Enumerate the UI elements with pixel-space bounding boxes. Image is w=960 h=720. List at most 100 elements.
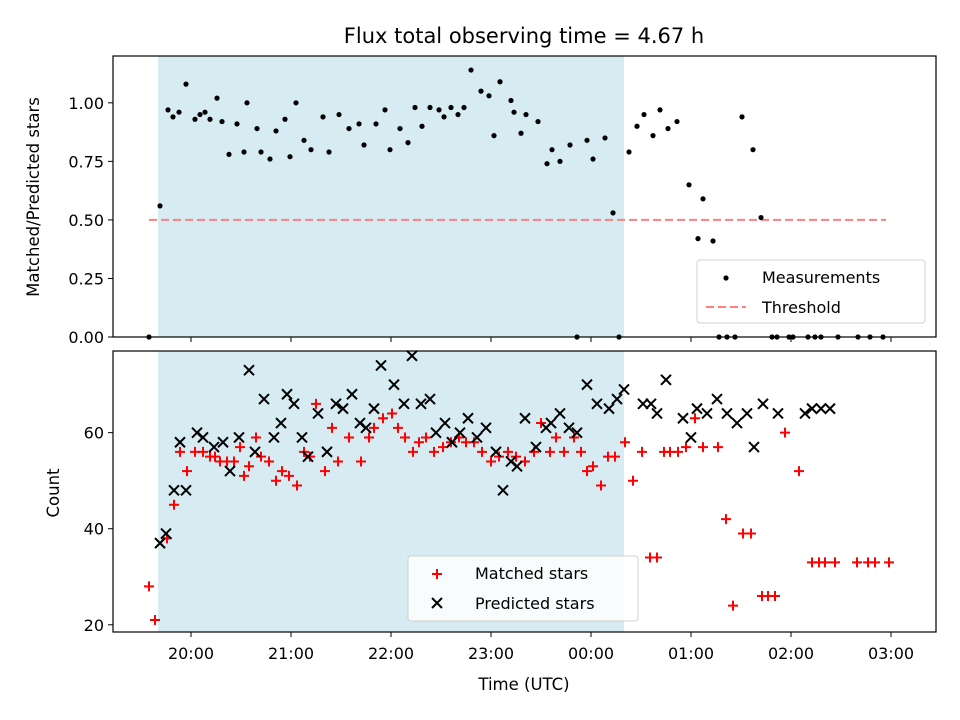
- matched-star-point: [794, 466, 804, 477]
- measurement-point: [301, 137, 307, 143]
- x-tick-label: 21:00: [268, 644, 314, 663]
- x-tick-label: 22:00: [368, 644, 414, 663]
- predicted-star-point: [197, 431, 209, 444]
- measurement-point: [610, 210, 616, 216]
- predicted-star-point: [258, 393, 270, 405]
- matched-star-point: [414, 437, 424, 448]
- measurement-point: [241, 149, 247, 155]
- measurement-point: [183, 81, 189, 87]
- matched-star-point: [852, 557, 862, 568]
- y-tick-label: 0.75: [68, 152, 104, 171]
- measurement-point: [486, 93, 492, 99]
- measurement-point: [165, 107, 171, 113]
- measurement-point: [518, 130, 524, 136]
- y-tick-label: 40: [84, 520, 104, 539]
- legend-box: [696, 259, 926, 324]
- y-tick-label: 0.25: [68, 269, 104, 288]
- bottom-ylabel: Count: [44, 468, 63, 518]
- bottom-axes: Count 20 40 60 20:00 21:00 22:00 23:00 00:00 01:…: [44, 350, 937, 663]
- predicted-star-point: [721, 407, 733, 420]
- predicted-star-point: [685, 431, 697, 444]
- predicted-star-point: [321, 446, 333, 458]
- measurement-point: [535, 118, 541, 125]
- matched-star-point: [728, 600, 738, 611]
- measurement-point: [373, 121, 379, 127]
- matched-star-point: [746, 528, 756, 539]
- measurement-point: [326, 149, 332, 155]
- matched-star-point: [698, 442, 708, 453]
- measurement-point: [287, 154, 293, 160]
- predicted-star-point: [217, 436, 229, 448]
- measurement-point: [441, 114, 447, 120]
- top-ylabel: Matched/Predicted stars: [24, 97, 43, 297]
- matched-star-point: [311, 398, 321, 409]
- measurement-point: [308, 147, 314, 153]
- measurement-point: [192, 116, 198, 122]
- predicted-star-point: [815, 402, 827, 415]
- measurement-point: [219, 118, 225, 125]
- predicted-star-point: [806, 402, 818, 415]
- y-tick-label: 20: [84, 616, 104, 635]
- measurement-point: [695, 236, 701, 242]
- matched-star-point: [429, 446, 439, 457]
- matched-star-point: [356, 456, 366, 467]
- measurement-point: [455, 111, 461, 118]
- predicted-star-point: [677, 412, 689, 424]
- predicted-star-point: [302, 450, 314, 463]
- measurement-point: [584, 137, 590, 143]
- legend-marker-predicted: [431, 597, 443, 609]
- x-tick-label: 23:00: [468, 644, 514, 663]
- matched-star-point: [576, 446, 586, 457]
- matched-star-point: [477, 446, 487, 457]
- predicted-star-point: [424, 393, 436, 405]
- top-axes: Matched/Predicted stars 0.00 0.25 0.50 0.75…: [24, 55, 937, 347]
- legend-marker-matched: [432, 569, 442, 579]
- measurement-point: [758, 214, 764, 221]
- measurement-point: [254, 125, 260, 132]
- matched-star-point: [251, 432, 261, 443]
- x-tick-label: 02:00: [768, 644, 814, 663]
- matched-star-point: [438, 442, 448, 453]
- measurement-point: [387, 147, 393, 153]
- matched-star-point: [870, 557, 880, 568]
- matched-star-point: [235, 442, 245, 453]
- matched-star-point: [713, 442, 723, 453]
- matched-star-point: [327, 422, 337, 433]
- predicted-star-point: [497, 484, 509, 497]
- y-tick-label: 60: [84, 424, 104, 443]
- matched-star-point: [681, 442, 691, 453]
- predicted-star-point: [224, 465, 236, 477]
- predicted-star-point: [346, 388, 358, 400]
- predicted-star-point: [243, 364, 255, 376]
- y-tick-label: 0.00: [68, 328, 104, 347]
- predicted-star-point: [511, 460, 523, 472]
- predicted-star-point: [154, 537, 166, 549]
- matched-star-point: [884, 557, 894, 568]
- matched-star-point: [144, 581, 154, 592]
- matched-star-point: [264, 456, 274, 467]
- matched-star-point: [244, 461, 254, 472]
- predicted-star-point: [375, 359, 387, 372]
- measurement-point: [626, 149, 632, 155]
- predicted-star-point: [233, 431, 245, 444]
- matched-star-point: [820, 557, 830, 568]
- matched-star-point: [169, 499, 179, 510]
- matched-star-point: [239, 470, 249, 481]
- measurement-point: [258, 149, 264, 155]
- predicted-star-point: [731, 417, 743, 429]
- predicted-star-point: [545, 417, 557, 429]
- measurement-point: [686, 182, 692, 188]
- predicted-star-point: [337, 402, 349, 415]
- matched-star-point: [408, 446, 418, 457]
- x-tick-label: 00:00: [568, 644, 614, 663]
- predicted-star-point: [180, 484, 192, 497]
- matched-star-point: [344, 432, 354, 443]
- predicted-star-point: [748, 441, 760, 453]
- predicted-star-point: [439, 417, 451, 429]
- predicted-star-point: [168, 484, 180, 497]
- predicted-star-point: [591, 398, 603, 410]
- x-axis-label: Time (UTC): [477, 675, 569, 694]
- measurement-point: [293, 100, 299, 106]
- matched-star-point: [400, 432, 410, 443]
